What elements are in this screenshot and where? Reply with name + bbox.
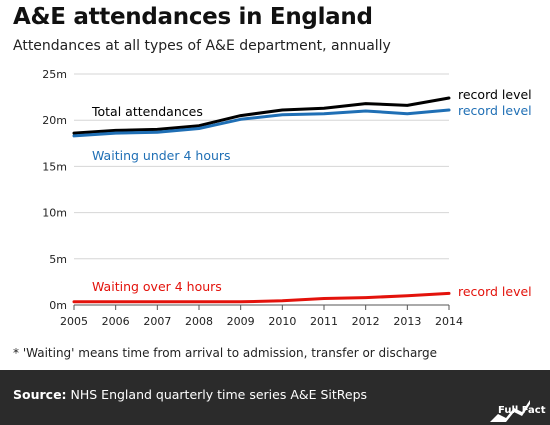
series-line-waiting-over-4-hours	[72, 291, 451, 304]
end-label-waiting-over-4-hours: record level	[458, 284, 532, 299]
x-tick-label: 2007	[143, 315, 171, 328]
series-line-total-attendances	[72, 96, 451, 135]
end-label-total-attendances: record level	[458, 87, 532, 102]
x-tick-label: 2005	[60, 315, 88, 328]
x-tick-label: 2014	[435, 315, 463, 328]
full-fact-logo: Full Fact	[490, 396, 546, 422]
x-tick-label: 2008	[185, 315, 213, 328]
chart-title: A&E attendances in England	[13, 4, 373, 30]
source-label: Source:	[13, 387, 67, 402]
x-tick-label: 2011	[310, 315, 338, 328]
y-tick-label: 20m	[42, 114, 67, 127]
logo-text: Full Fact	[498, 405, 546, 416]
y-tick-label: 15m	[42, 160, 67, 173]
end-label-waiting-under-4-hours: record level	[458, 103, 532, 118]
x-tick-label: 2006	[102, 315, 130, 328]
y-tick-label: 0m	[49, 299, 67, 312]
x-tick-label: 2009	[227, 315, 255, 328]
x-tick-label: 2013	[393, 315, 421, 328]
footnote: * 'Waiting' means time from arrival to a…	[13, 346, 438, 360]
source-text: NHS England quarterly time series A&E Si…	[66, 387, 368, 402]
logo-mark-icon	[490, 400, 530, 422]
chart-subtitle: Attendances at all types of A&E departme…	[13, 38, 391, 54]
source-note: Source: NHS England quarterly time serie…	[13, 387, 367, 402]
line-chart: 0m 5m 10m 15m 20m 25m 2005 2006 2007 2008 2009 2010…	[42, 68, 532, 328]
series-label-total-attendances: Total attendances	[91, 104, 203, 119]
y-tick-label: 25m	[42, 68, 67, 81]
footer-bar: Source: NHS England quarterly time serie…	[0, 370, 550, 425]
series-line-waiting-under-4-hours	[72, 108, 451, 138]
x-tick-label: 2012	[352, 315, 380, 328]
y-tick-label: 10m	[42, 207, 67, 220]
x-tick-label: 2010	[268, 315, 296, 328]
series-label-waiting-under-4-hours: Waiting under 4 hours	[92, 148, 231, 163]
y-tick-label: 5m	[49, 253, 67, 266]
series-label-waiting-over-4-hours: Waiting over 4 hours	[92, 279, 222, 294]
